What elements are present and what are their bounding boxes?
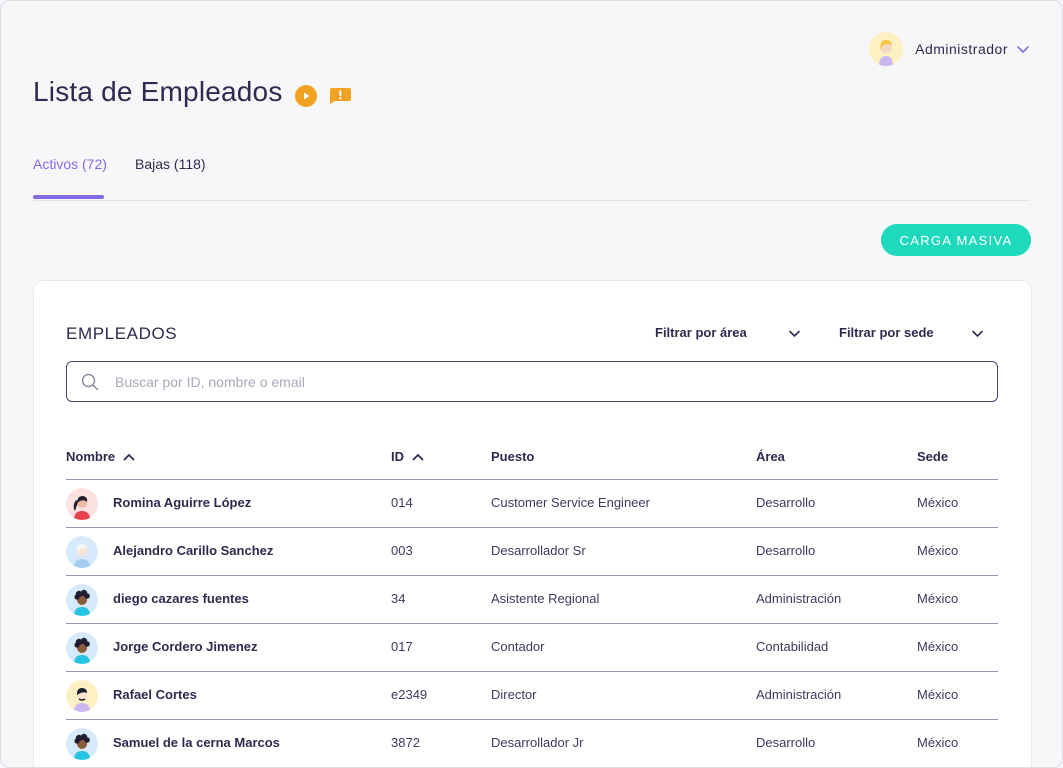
employee-puesto: Director bbox=[491, 687, 537, 702]
user-name: Administrador bbox=[915, 41, 1008, 57]
employees-card: EMPLEADOS Filtrar por área Filtrar por s… bbox=[33, 280, 1032, 767]
search-input[interactable] bbox=[113, 372, 957, 391]
employee-puesto: Customer Service Engineer bbox=[491, 495, 650, 510]
filter-sede-label: Filtrar por sede bbox=[839, 325, 934, 340]
employee-id: e2349 bbox=[391, 687, 428, 702]
chevron-down-icon bbox=[972, 330, 983, 338]
column-header-sede[interactable]: Sede bbox=[917, 449, 948, 464]
table-row[interactable]: Rafael Cortes e2349 Director Administrac… bbox=[66, 672, 998, 720]
table-row[interactable]: Alejandro Carillo Sanchez 003 Desarrolla… bbox=[66, 528, 998, 576]
column-header-nombre[interactable]: Nombre bbox=[66, 449, 135, 464]
title-icons bbox=[295, 85, 352, 107]
column-header-area[interactable]: Área bbox=[756, 449, 785, 464]
column-header-id[interactable]: ID bbox=[391, 449, 424, 464]
table-row[interactable]: Jorge Cordero Jimenez 017 Contador Conta… bbox=[66, 624, 998, 672]
employee-name: Samuel de la cerna Marcos bbox=[113, 735, 280, 750]
alert-message-icon[interactable] bbox=[327, 87, 352, 105]
active-tab-indicator bbox=[33, 195, 104, 199]
employee-area: Desarrollo bbox=[756, 543, 816, 558]
filter-area-dropdown[interactable]: Filtrar por área bbox=[655, 325, 800, 340]
filter-area-label: Filtrar por área bbox=[655, 325, 747, 340]
employee-id: 014 bbox=[391, 495, 413, 510]
chevron-down-icon bbox=[789, 330, 800, 338]
table-row[interactable]: diego cazares fuentes 34 Asistente Regio… bbox=[66, 576, 998, 624]
chevron-down-icon bbox=[1017, 46, 1029, 54]
employee-avatar bbox=[66, 632, 98, 664]
employee-name: Jorge Cordero Jimenez bbox=[113, 639, 258, 654]
employee-sede: México bbox=[917, 639, 959, 654]
employee-puesto: Asistente Regional bbox=[491, 591, 600, 606]
employee-name: Alejandro Carillo Sanchez bbox=[113, 543, 274, 558]
employee-puesto: Desarrollador Sr bbox=[491, 543, 586, 558]
employee-id: 34 bbox=[391, 591, 406, 606]
employee-avatar bbox=[66, 728, 98, 760]
column-label: Sede bbox=[917, 449, 949, 464]
filter-sede-dropdown[interactable]: Filtrar por sede bbox=[839, 325, 983, 340]
search-box[interactable] bbox=[66, 361, 998, 402]
employee-area: Administración bbox=[756, 591, 842, 606]
employee-id: 3872 bbox=[391, 735, 420, 750]
employee-sede: México bbox=[917, 735, 959, 750]
column-label: Área bbox=[756, 449, 785, 464]
employee-avatar bbox=[66, 584, 98, 616]
table-row[interactable]: Samuel de la cerna Marcos 3872 Desarroll… bbox=[66, 720, 998, 767]
employee-avatar bbox=[66, 488, 98, 520]
employee-area: Desarrollo bbox=[756, 735, 816, 750]
sort-asc-icon bbox=[123, 453, 135, 460]
employee-sede: México bbox=[917, 495, 959, 510]
employee-puesto: Desarrollador Jr bbox=[491, 735, 584, 750]
tab-bajas[interactable]: Bajas (118) bbox=[135, 156, 206, 172]
table-body: Romina Aguirre López 014 Customer Servic… bbox=[66, 480, 998, 767]
table-header: Nombre ID Puesto Área Sede bbox=[66, 441, 998, 480]
column-header-puesto[interactable]: Puesto bbox=[491, 449, 534, 464]
user-menu[interactable]: Administrador bbox=[869, 32, 1030, 66]
user-avatar-icon bbox=[869, 32, 904, 66]
page-title: Lista de Empleados bbox=[33, 76, 283, 107]
column-label: Nombre bbox=[66, 449, 116, 464]
column-label: ID bbox=[391, 449, 404, 464]
search-icon bbox=[81, 373, 99, 390]
employee-name: diego cazares fuentes bbox=[113, 591, 249, 606]
employee-id: 003 bbox=[391, 543, 413, 558]
employee-sede: México bbox=[917, 687, 959, 702]
tab-activos[interactable]: Activos (72) bbox=[33, 156, 107, 172]
employee-area: Desarrollo bbox=[756, 495, 816, 510]
employee-avatar bbox=[66, 680, 98, 712]
employee-name: Romina Aguirre López bbox=[113, 495, 252, 510]
employee-id: 017 bbox=[391, 639, 413, 654]
sort-asc-icon bbox=[412, 453, 424, 460]
play-icon[interactable] bbox=[295, 85, 317, 107]
employee-puesto: Contador bbox=[491, 639, 545, 654]
employee-avatar bbox=[66, 536, 98, 568]
employee-area: Contabilidad bbox=[756, 639, 829, 654]
employee-sede: México bbox=[917, 543, 959, 558]
column-label: Puesto bbox=[491, 449, 535, 464]
table-row[interactable]: Romina Aguirre López 014 Customer Servic… bbox=[66, 480, 998, 528]
card-title: EMPLEADOS bbox=[66, 324, 178, 343]
employee-name: Rafael Cortes bbox=[113, 687, 197, 702]
tab-bar: Activos (72) Bajas (118) bbox=[33, 149, 1030, 201]
employee-sede: México bbox=[917, 591, 959, 606]
carga-masiva-button[interactable]: CARGA MASIVA bbox=[881, 224, 1031, 256]
employee-area: Administración bbox=[756, 687, 842, 702]
